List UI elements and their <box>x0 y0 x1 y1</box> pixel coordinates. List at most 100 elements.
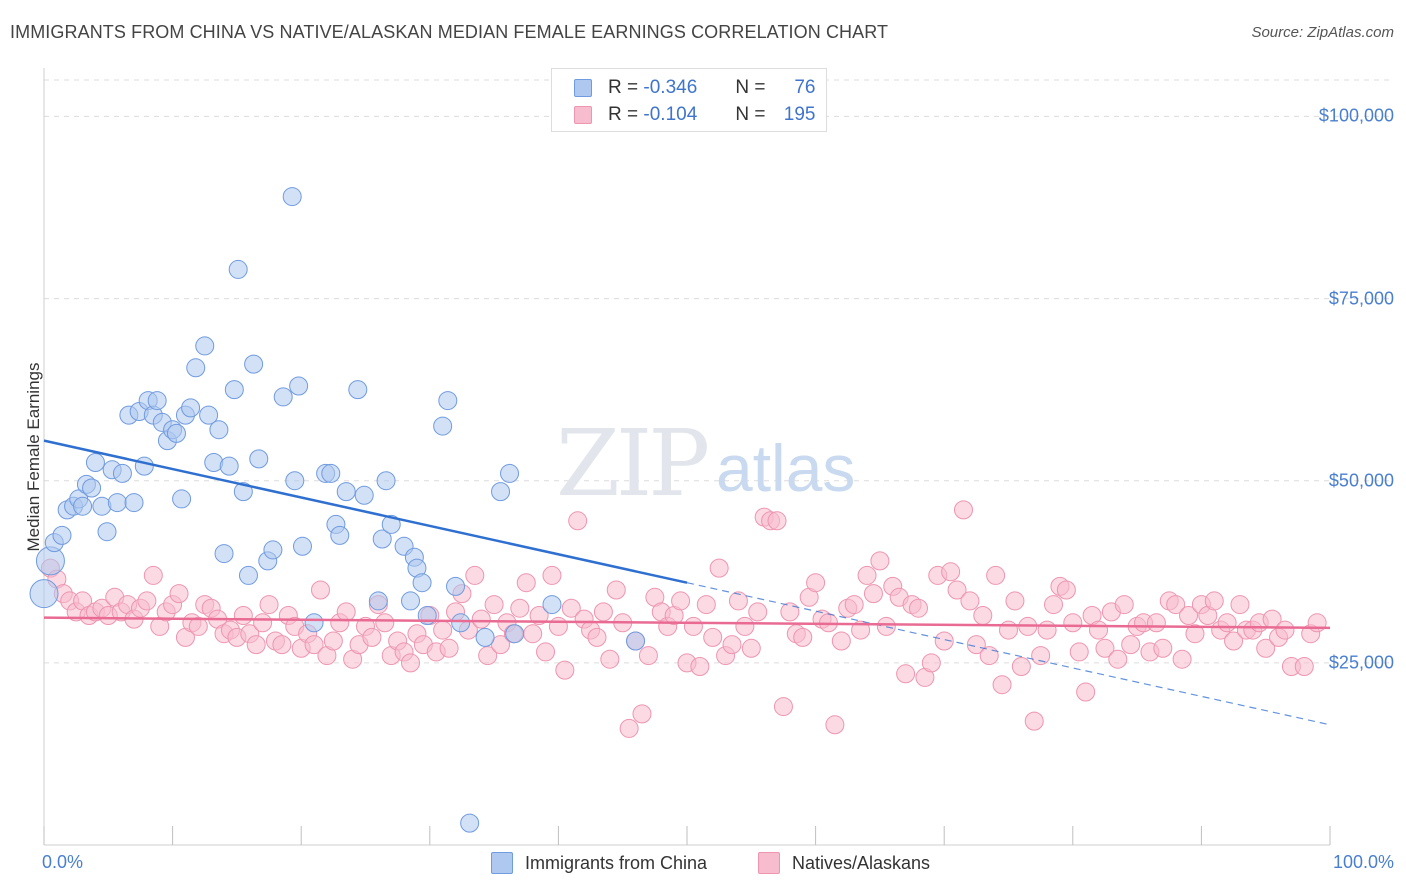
native-point <box>516 573 536 593</box>
stats-row-china: R = -0.346 N = 76 <box>574 77 816 99</box>
china-point <box>147 391 167 411</box>
china-point <box>199 405 219 425</box>
native-point <box>1069 642 1089 662</box>
native-point <box>304 635 324 655</box>
native-point <box>973 606 993 625</box>
china-point <box>52 525 72 545</box>
native-point <box>1114 595 1134 615</box>
native-point <box>259 595 279 615</box>
native-point <box>310 580 330 600</box>
china-point <box>381 514 401 534</box>
china-point <box>107 493 127 513</box>
native-point <box>870 551 890 571</box>
native-point <box>844 595 864 615</box>
native-point <box>986 565 1006 585</box>
native-point <box>491 635 511 655</box>
china-point <box>451 613 471 633</box>
native-point <box>1063 613 1083 633</box>
n-label: N = <box>735 77 766 98</box>
native-point <box>831 631 851 651</box>
native-point <box>246 635 266 655</box>
native-point <box>825 715 845 735</box>
china-point <box>491 482 511 502</box>
native-point <box>478 646 498 666</box>
native-point <box>587 627 607 647</box>
native-point <box>1185 624 1205 644</box>
native-point <box>671 591 691 611</box>
native-point <box>908 598 928 618</box>
native-point <box>1089 620 1109 640</box>
r-value: -0.346 <box>643 77 698 98</box>
native-point <box>1031 646 1051 666</box>
native-point <box>703 627 723 647</box>
trend-lines <box>43 439 1331 726</box>
china-point <box>285 471 305 491</box>
china-point <box>166 423 186 443</box>
native-point <box>767 511 787 531</box>
china-point <box>124 493 144 513</box>
native-point <box>593 602 613 622</box>
n-label: N = <box>735 104 766 125</box>
native-point <box>1172 649 1192 669</box>
native-point <box>934 631 954 651</box>
china-point <box>289 376 309 396</box>
china-point <box>214 544 234 564</box>
native-point <box>510 598 530 618</box>
native-point <box>992 675 1012 695</box>
china-point <box>282 187 302 207</box>
watermark-atlas: atlas <box>716 431 856 505</box>
native-point <box>638 646 658 666</box>
china-point <box>244 354 264 374</box>
china-point <box>505 624 525 644</box>
china-point <box>372 529 392 549</box>
china-point <box>112 463 132 483</box>
legend-item-native: Natives/Alaskans <box>758 852 930 874</box>
china-point <box>304 613 324 633</box>
native-point <box>536 642 556 662</box>
native-point <box>401 653 421 673</box>
native-point <box>137 591 157 611</box>
china-point <box>292 536 312 556</box>
native-point <box>1108 649 1128 669</box>
native-point <box>233 606 253 625</box>
china-point <box>460 813 480 833</box>
native-point <box>896 664 916 684</box>
china-point <box>73 496 93 516</box>
r-label: R = <box>608 77 639 98</box>
native-point <box>1024 711 1044 731</box>
china-point <box>204 453 224 472</box>
native-point <box>690 657 710 676</box>
native-point <box>806 573 826 593</box>
china-trend-extension <box>686 582 1331 726</box>
native-point <box>1217 613 1237 633</box>
native-point <box>960 591 980 611</box>
native-point <box>484 595 504 615</box>
china-point <box>172 489 192 509</box>
native-point <box>1095 638 1115 658</box>
native-point <box>793 627 813 647</box>
native-point <box>1307 613 1327 633</box>
x-tick-label-max: 100.0% <box>1332 852 1394 872</box>
china-point <box>85 453 105 472</box>
china-point <box>330 525 350 545</box>
china-point <box>228 259 248 279</box>
r-label: R = <box>608 104 639 125</box>
native-point <box>947 580 967 600</box>
china-point <box>401 591 421 611</box>
china-point <box>186 358 206 378</box>
native-point <box>1179 606 1199 625</box>
native-point <box>433 620 453 640</box>
native-point <box>921 653 941 673</box>
china-point <box>542 595 562 615</box>
native-point <box>1166 595 1186 615</box>
native-point <box>619 718 639 738</box>
china-point <box>368 591 388 611</box>
china-point <box>475 627 495 647</box>
china-point <box>336 482 356 502</box>
native-point <box>1056 580 1076 600</box>
native-point <box>523 624 543 644</box>
native-point <box>1076 682 1096 702</box>
china-trend-line <box>43 439 688 584</box>
native-point <box>722 635 742 655</box>
